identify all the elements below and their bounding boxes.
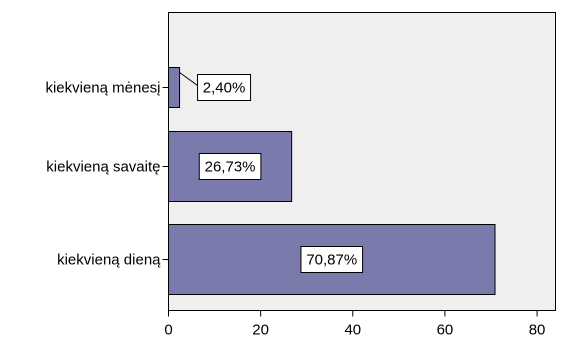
category-label: kiekvieną savaitę (46, 159, 160, 176)
category-labels: kiekvieną mėnesį kiekvieną savaitę kiekvie… (45, 80, 168, 269)
x-tick-label: 60 (437, 322, 454, 339)
x-tick-label: 80 (529, 322, 546, 339)
data-label: 26,73% (205, 159, 256, 176)
category-label: kiekvieną mėnesį (45, 80, 160, 97)
data-label: 2,40% (203, 80, 246, 97)
x-tick-label: 0 (164, 322, 172, 339)
x-tick-label: 40 (344, 322, 361, 339)
bar (169, 68, 180, 108)
x-axis: 0 20 40 60 80 (164, 311, 545, 339)
x-tick-label: 20 (252, 322, 269, 339)
category-label: kiekvieną dieną (57, 252, 161, 269)
data-label: 70,87% (306, 252, 357, 269)
